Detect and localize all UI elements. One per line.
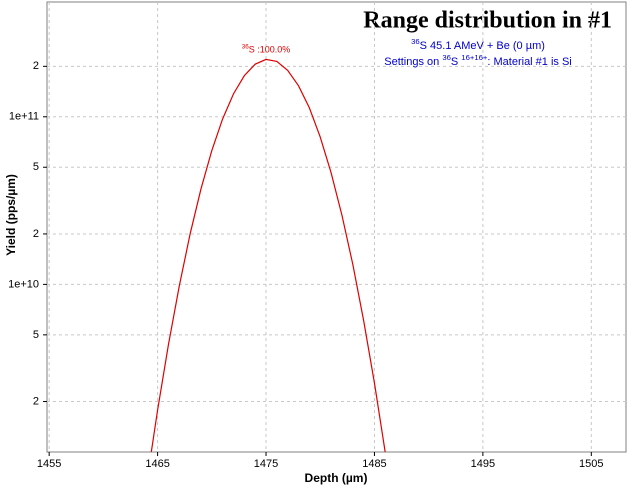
x-axis-label: Depth (µm) — [305, 471, 368, 485]
y-tick-label: 2 — [33, 60, 39, 72]
chart-title: Range distribution in #1 — [363, 8, 612, 34]
y-axis-label: Yield (pps/µm) — [4, 174, 18, 256]
y-tick-label: 5 — [33, 329, 39, 341]
text-segment: : Material #1 is Si — [487, 56, 571, 68]
x-tick-label: 1485 — [362, 458, 386, 470]
text-segment: Settings on — [384, 56, 442, 68]
text-segment: S — [451, 56, 461, 68]
superscript: 36 — [411, 37, 420, 46]
text-segment: S :100.0% — [249, 45, 291, 55]
y-tick-label: 2 — [33, 395, 39, 407]
plot-lines — [150, 58, 386, 452]
y-tick-label: 1e+11 — [9, 111, 39, 123]
x-tick-label: 1495 — [471, 458, 495, 470]
plot-area — [46, 1, 627, 453]
x-tick-label: 1475 — [254, 458, 278, 470]
text-segment: S 45.1 AMeV + Be (0 µm) — [420, 40, 545, 52]
y-tick-label: 1e+10 — [8, 278, 39, 290]
peak-annotation: 36S :100.0% — [242, 44, 291, 55]
x-tick-label: 1465 — [145, 458, 169, 470]
y-tick-label: 5 — [33, 161, 39, 173]
x-tick-label: 1455 — [37, 458, 61, 470]
subtitle: Settings on 36S 16+16+: Material #1 is S… — [384, 53, 572, 68]
y-tick-label: 2 — [33, 228, 39, 240]
subtitle: 36S 45.1 AMeV + Be (0 µm) — [411, 37, 545, 52]
data-line — [150, 58, 386, 452]
superscript: 16+16+ — [461, 53, 488, 62]
x-tick-label: 1505 — [579, 458, 603, 470]
superscript: 36 — [442, 53, 451, 62]
superscript: 36 — [242, 44, 250, 51]
